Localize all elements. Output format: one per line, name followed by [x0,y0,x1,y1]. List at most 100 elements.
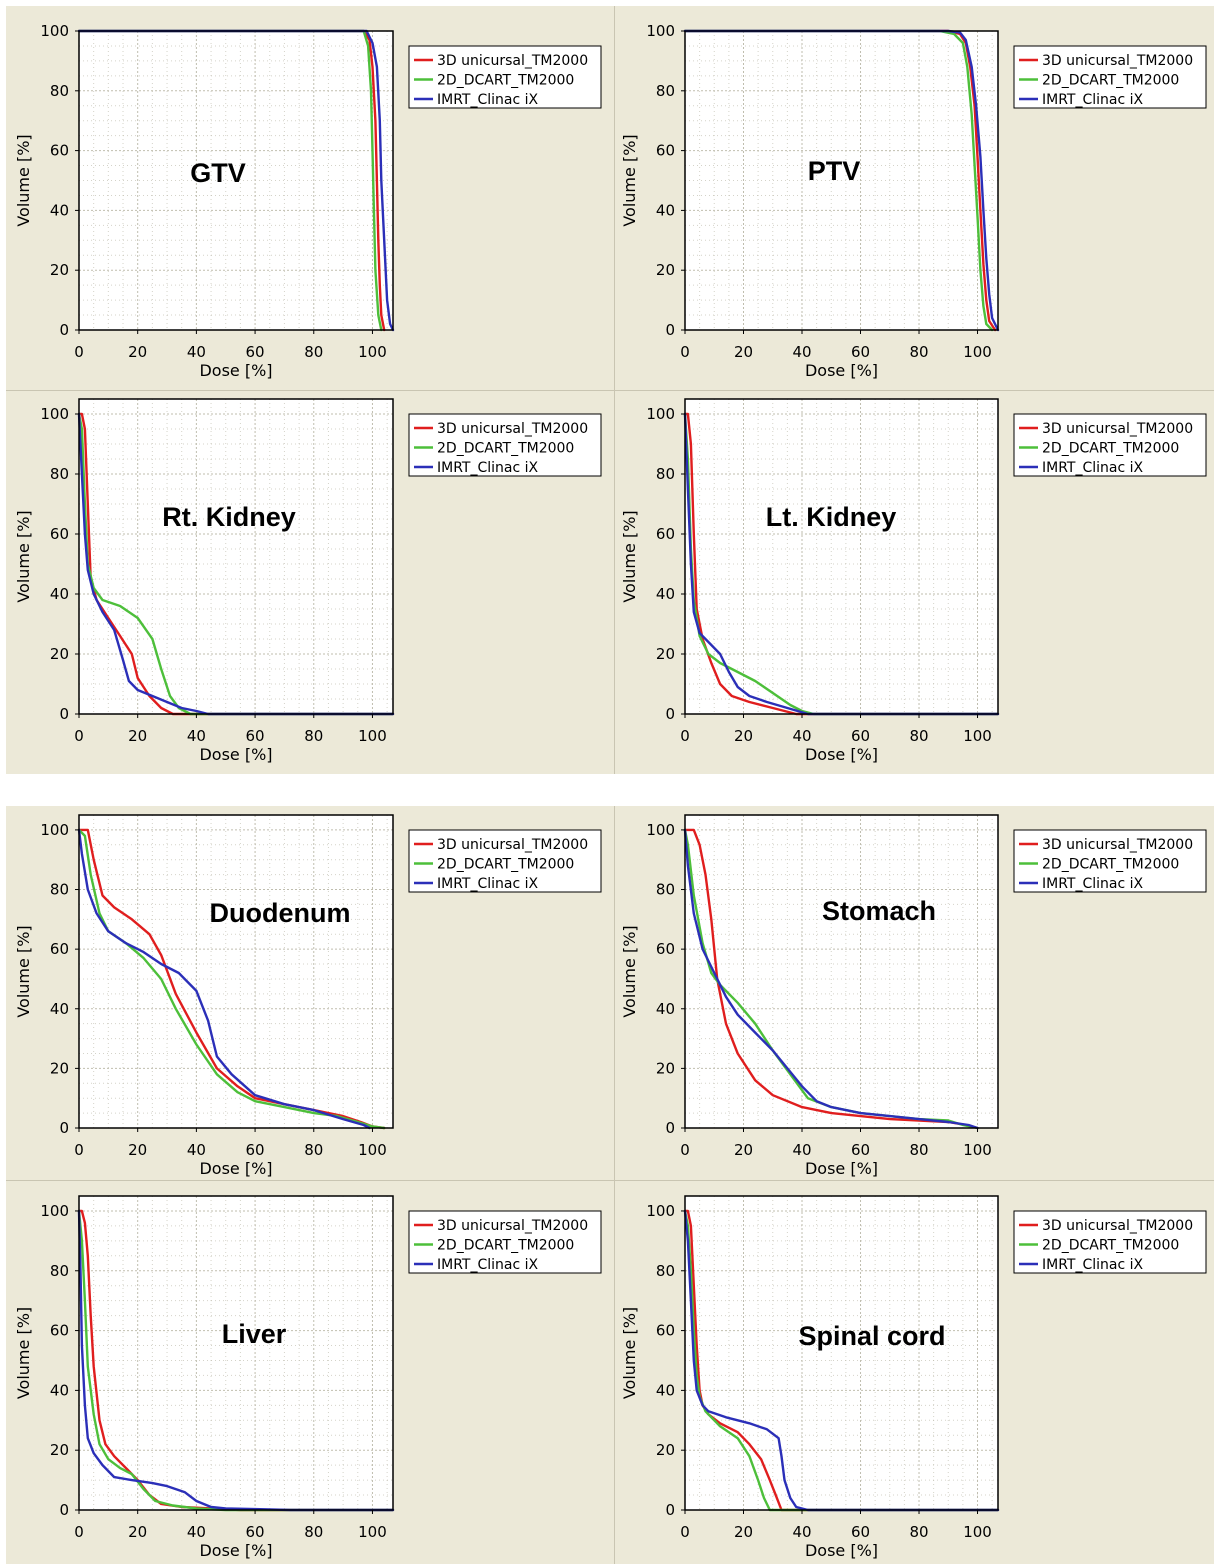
x-axis-label: Dose [%] [199,745,272,764]
plot-area [685,815,998,1128]
y-tick-label: 60 [656,940,675,958]
series-line-blue [77,412,395,716]
x-tick-label: 40 [187,1523,206,1541]
x-tick-label: 0 [74,1141,84,1159]
x-tick-label: 100 [358,343,387,361]
legend-box [1013,829,1207,893]
x-tick-label: 80 [909,1141,928,1159]
y-tick-label: 100 [646,1202,675,1220]
y-tick-label: 20 [50,645,69,663]
x-tick-label: 40 [187,343,206,361]
y-tick-label: 20 [656,645,675,663]
x-axis-label: Dose [%] [199,1159,272,1178]
y-tick-label: 100 [646,22,675,40]
plot-frame [78,814,394,1129]
y-tick-label: 60 [656,525,675,543]
y-tick-label: 40 [656,201,675,219]
chart-1: 0 20 40 60 80 100 0 20 40 60 80 100 Dose [%] Volume [… [14,22,602,380]
legend-box [408,1210,602,1274]
y-tick-label: 100 [646,405,675,423]
chart-6: 0 20 40 60 80 100 0 20 40 60 80 100 Dose [%] Volume [… [620,814,1207,1178]
x-tick-label: 20 [128,1523,147,1541]
x-tick-label: 40 [792,1141,811,1159]
x-tick-label: 100 [963,1523,992,1541]
plot-area [79,1196,393,1510]
x-tick-label: 60 [851,343,870,361]
y-tick-label: 40 [50,1000,69,1018]
series-line-red [683,29,997,332]
x-tick-label: 40 [187,727,206,745]
y-tick-label: 0 [59,1501,69,1519]
legend: 3D unicursal_TM2000 2D_DCART_TM2000 IMRT_C… [408,413,602,477]
x-tick-label: 60 [851,1141,870,1159]
y-tick-label: 100 [40,821,69,839]
x-tick-label: 40 [792,727,811,745]
y-tick-label: 20 [656,1059,675,1077]
y-tick-label: 20 [50,1059,69,1077]
x-tick-label: 80 [304,1523,323,1541]
legend-label: 3D unicursal_TM2000 [1042,53,1193,69]
y-axis-label: Volume [%] [620,1307,639,1399]
y-tick-label: 80 [656,465,675,483]
y-tick-label: 40 [50,1381,69,1399]
plot-frame [684,398,999,715]
y-tick-label: 0 [665,321,675,339]
y-tick-label: 100 [40,22,69,40]
plot-frame [78,398,394,715]
legend-label: IMRT_Clinac iX [437,1257,539,1273]
legend-label: IMRT_Clinac iX [1042,460,1144,476]
y-tick-label: 0 [665,1119,675,1137]
y-tick-label: 60 [50,525,69,543]
chart-4: 0 20 40 60 80 100 0 20 40 60 80 100 Dose [%] Volume [… [620,398,1207,764]
y-tick-label: 20 [50,1441,69,1459]
y-tick-label: 100 [646,821,675,839]
series-line-blue [683,412,1000,716]
y-axis-label: Volume [%] [620,134,639,226]
y-tick-label: 100 [40,1202,69,1220]
y-tick-label: 40 [656,1381,675,1399]
series-line-blue [77,29,395,332]
y-tick-label: 80 [50,881,69,899]
y-axis-label: Volume [%] [14,925,33,1017]
series-line-red [77,29,386,332]
legend-box [408,413,602,477]
chart-title: Stomach [822,896,936,926]
legend-box [1013,1210,1207,1274]
legend: 3D unicursal_TM2000 2D_DCART_TM2000 IMRT_C… [408,1210,602,1274]
x-tick-label: 100 [963,727,992,745]
legend-label: 3D unicursal_TM2000 [1042,1218,1193,1234]
legend: 3D unicursal_TM2000 2D_DCART_TM2000 IMRT_C… [1013,829,1207,893]
panel-divider [6,390,1214,391]
series-line-green [683,29,994,332]
y-tick-label: 60 [50,1322,69,1340]
y-axis-label: Volume [%] [14,1307,33,1399]
x-tick-label: 0 [74,727,84,745]
chart-title: Liver [222,1319,287,1349]
x-tick-label: 20 [128,1141,147,1159]
legend-label: 2D_DCART_TM2000 [1042,857,1179,873]
x-tick-label: 100 [358,1523,387,1541]
legend: 3D unicursal_TM2000 2D_DCART_TM2000 IMRT_C… [408,829,602,893]
plot-frame [78,1195,394,1511]
legend-label: 2D_DCART_TM2000 [437,441,574,457]
y-axis-label: Volume [%] [14,510,33,602]
x-tick-label: 40 [792,1523,811,1541]
x-tick-label: 0 [680,1523,690,1541]
x-tick-label: 80 [304,1141,323,1159]
legend-label: 2D_DCART_TM2000 [437,1238,574,1254]
legend: 3D unicursal_TM2000 2D_DCART_TM2000 IMRT_C… [1013,413,1207,477]
legend-label: IMRT_Clinac iX [1042,92,1144,108]
legend-label: 3D unicursal_TM2000 [437,53,588,69]
legend-label: 3D unicursal_TM2000 [437,1218,588,1234]
legend-label: 2D_DCART_TM2000 [437,857,574,873]
x-tick-label: 60 [851,1523,870,1541]
chart-7: 0 20 40 60 80 100 0 20 40 60 80 100 Dose [%] Volume [… [14,1195,602,1560]
x-tick-label: 20 [734,1523,753,1541]
panel-divider [6,1180,1214,1181]
x-tick-label: 0 [74,1523,84,1541]
legend-label: 2D_DCART_TM2000 [1042,441,1179,457]
legend-label: IMRT_Clinac iX [1042,1257,1144,1273]
y-tick-label: 80 [50,82,69,100]
panel-divider [614,806,615,1564]
x-tick-label: 20 [734,343,753,361]
